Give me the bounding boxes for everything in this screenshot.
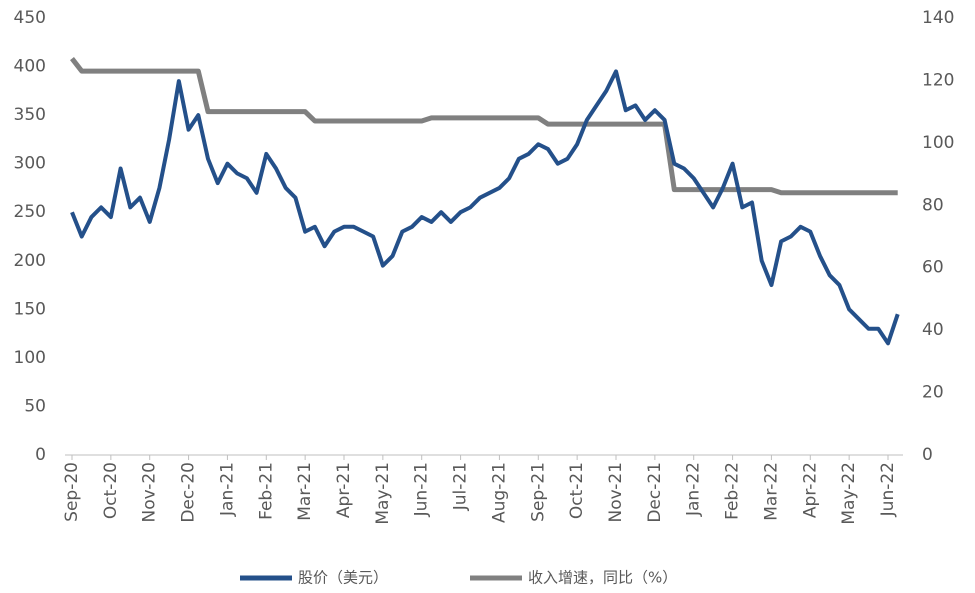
y-tick-label: 450 bbox=[14, 8, 46, 28]
y-tick-label: 400 bbox=[14, 57, 46, 77]
y2-tick-label: 20 bbox=[922, 383, 944, 403]
x-tick-label: Oct-21 bbox=[567, 462, 587, 519]
y-tick-label: 200 bbox=[14, 251, 46, 271]
x-tick-label: Feb-21 bbox=[256, 462, 276, 520]
y2-tick-label: 120 bbox=[922, 70, 954, 90]
x-tick-label: Oct-20 bbox=[101, 462, 121, 519]
x-tick-label: May-22 bbox=[839, 462, 859, 525]
x-tick-label: Apr-22 bbox=[800, 462, 820, 518]
x-tick-label: Jan-21 bbox=[217, 462, 237, 517]
x-tick-label: Sep-21 bbox=[528, 462, 548, 522]
y-tick-label: 100 bbox=[14, 348, 46, 368]
x-tick-label: Nov-21 bbox=[606, 462, 626, 523]
y-tick-label: 50 bbox=[24, 396, 46, 416]
y2-tick-label: 0 bbox=[922, 445, 933, 465]
y-tick-label: 0 bbox=[35, 445, 46, 465]
x-tick-label: Feb-22 bbox=[723, 462, 743, 520]
x-tick-label: Apr-21 bbox=[334, 462, 354, 518]
y-tick-label: 300 bbox=[14, 154, 46, 174]
x-tick-label: Dec-20 bbox=[179, 462, 199, 523]
legend-label: 收入增速，同比（%） bbox=[528, 569, 677, 587]
y2-tick-label: 80 bbox=[922, 195, 944, 215]
y2-tick-label: 60 bbox=[922, 258, 944, 278]
y-tick-label: 250 bbox=[14, 202, 46, 222]
x-tick-label: Mar-21 bbox=[295, 462, 315, 521]
x-tick-label: Jun-21 bbox=[412, 462, 432, 517]
y-tick-label: 350 bbox=[14, 105, 46, 125]
y-tick-label: 150 bbox=[14, 299, 46, 319]
x-tick-label: Dec-21 bbox=[645, 462, 665, 523]
x-tick-label: Jan-22 bbox=[684, 462, 704, 517]
y2-tick-label: 140 bbox=[922, 8, 954, 28]
y2-tick-label: 40 bbox=[922, 320, 944, 340]
x-tick-label: Mar-22 bbox=[761, 462, 781, 521]
series-line bbox=[70, 69, 900, 346]
legend-label: 股价（美元） bbox=[298, 569, 388, 587]
x-tick-label: Jun-22 bbox=[878, 462, 898, 517]
y2-tick-label: 100 bbox=[922, 133, 954, 153]
series-line bbox=[70, 57, 898, 196]
x-tick-label: May-21 bbox=[373, 462, 393, 525]
x-tick-label: Jul-21 bbox=[451, 462, 471, 511]
x-tick-label: Aug-21 bbox=[489, 462, 509, 523]
x-tick-label: Nov-20 bbox=[140, 462, 160, 523]
x-tick-label: Sep-20 bbox=[62, 462, 82, 522]
